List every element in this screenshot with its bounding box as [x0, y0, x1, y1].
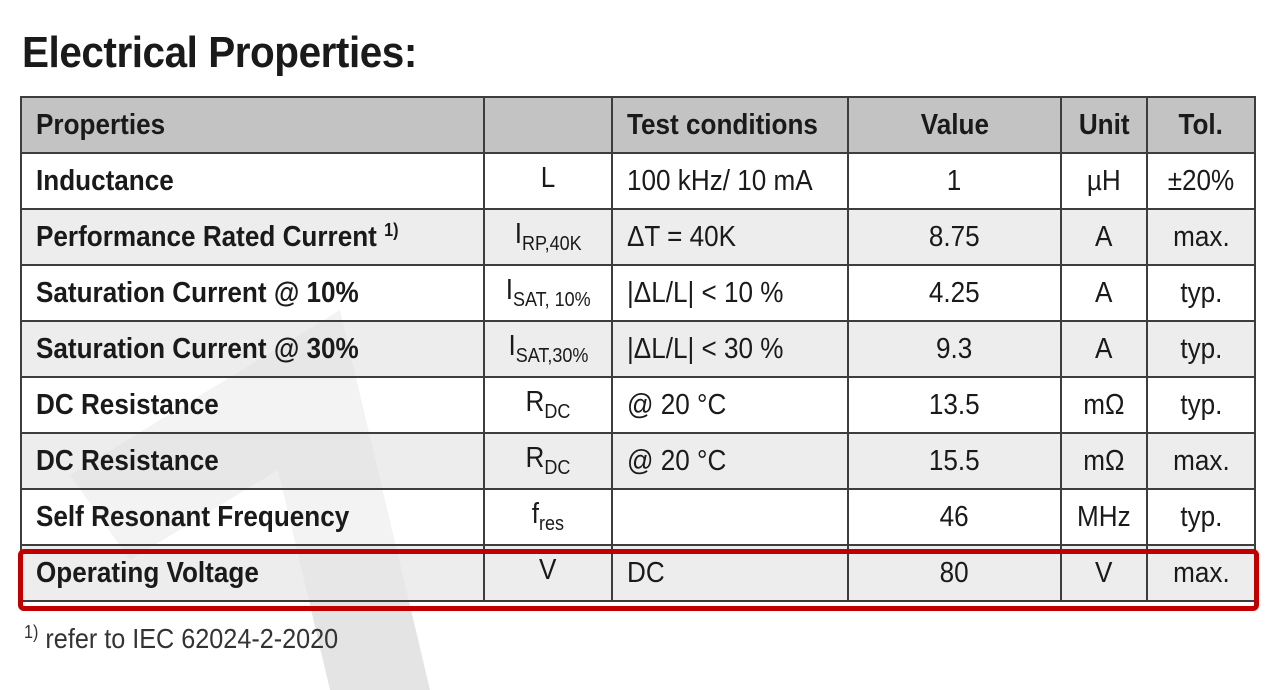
- condition-cell: |ΔL/L| < 30 %: [611, 320, 849, 378]
- condition-cell: ΔT = 40K: [611, 208, 849, 266]
- symbol-cell: RDC: [483, 432, 613, 490]
- unit-cell: A: [1060, 320, 1148, 378]
- condition-cell: [611, 488, 849, 546]
- table-row: Saturation Current @ 10% ISAT, 10% |ΔL/L…: [20, 264, 1256, 322]
- value-cell: 46: [847, 488, 1062, 546]
- tolerance-cell: typ.: [1146, 488, 1256, 546]
- table-row: Self Resonant Frequency fres 46 MHz typ.: [20, 488, 1256, 546]
- symbol-cell: ISAT, 10%: [483, 264, 613, 322]
- header-tolerance: Tol.: [1146, 96, 1256, 154]
- tolerance-cell: ±20%: [1146, 152, 1256, 210]
- header-properties: Properties: [20, 96, 485, 154]
- property-cell: Saturation Current @ 30%: [20, 320, 485, 378]
- property-cell: Inductance: [20, 152, 485, 210]
- header-value: Value: [847, 96, 1062, 154]
- header-unit: Unit: [1060, 96, 1148, 154]
- condition-cell: @ 20 °C: [611, 432, 849, 490]
- condition-cell: |ΔL/L| < 10 %: [611, 264, 849, 322]
- table-header-row: Properties Test conditions Value Unit To…: [20, 96, 1256, 154]
- tolerance-cell: max.: [1146, 544, 1256, 602]
- tolerance-cell: max.: [1146, 432, 1256, 490]
- header-symbol: [483, 96, 613, 154]
- tolerance-cell: typ.: [1146, 264, 1256, 322]
- condition-cell: DC: [611, 544, 849, 602]
- table-row: Performance Rated Current 1) IRP,40K ΔT …: [20, 208, 1256, 266]
- value-cell: 80: [847, 544, 1062, 602]
- condition-cell: 100 kHz/ 10 mA: [611, 152, 849, 210]
- unit-cell: mΩ: [1060, 432, 1148, 490]
- property-cell: DC Resistance: [20, 432, 485, 490]
- unit-cell: A: [1060, 264, 1148, 322]
- table-row: Saturation Current @ 30% ISAT,30% |ΔL/L|…: [20, 320, 1256, 378]
- table-row-operating-voltage: Operating Voltage V DC 80 V max.: [20, 544, 1256, 602]
- value-cell: 9.3: [847, 320, 1062, 378]
- symbol-cell: RDC: [483, 376, 613, 434]
- symbol-cell: V: [483, 544, 613, 602]
- tolerance-cell: typ.: [1146, 320, 1256, 378]
- symbol-cell: L: [483, 152, 613, 210]
- property-cell: DC Resistance: [20, 376, 485, 434]
- table-row: Inductance L 100 kHz/ 10 mA 1 µH ±20%: [20, 152, 1256, 210]
- property-cell: Operating Voltage: [20, 544, 485, 602]
- table-row: DC Resistance RDC @ 20 °C 13.5 mΩ typ.: [20, 376, 1256, 434]
- property-cell: Performance Rated Current 1): [20, 208, 485, 266]
- property-cell: Saturation Current @ 10%: [20, 264, 485, 322]
- footnote-marker: 1): [24, 622, 39, 642]
- unit-cell: µH: [1060, 152, 1148, 210]
- value-cell: 15.5: [847, 432, 1062, 490]
- symbol-cell: ISAT,30%: [483, 320, 613, 378]
- unit-cell: A: [1060, 208, 1148, 266]
- value-cell: 4.25: [847, 264, 1062, 322]
- value-cell: 13.5: [847, 376, 1062, 434]
- header-test-conditions: Test conditions: [611, 96, 849, 154]
- electrical-properties-table: Properties Test conditions Value Unit To…: [20, 96, 1256, 602]
- tolerance-cell: typ.: [1146, 376, 1256, 434]
- footnote-marker: 1): [384, 220, 399, 240]
- symbol-cell: IRP,40K: [483, 208, 613, 266]
- property-cell: Self Resonant Frequency: [20, 488, 485, 546]
- table-row: DC Resistance RDC @ 20 °C 15.5 mΩ max.: [20, 432, 1256, 490]
- tolerance-cell: max.: [1146, 208, 1256, 266]
- symbol-cell: fres: [483, 488, 613, 546]
- footnote: 1) refer to IEC 62024-2-2020: [24, 622, 338, 655]
- page-title: Electrical Properties:: [22, 28, 417, 77]
- condition-cell: @ 20 °C: [611, 376, 849, 434]
- unit-cell: V: [1060, 544, 1148, 602]
- unit-cell: mΩ: [1060, 376, 1148, 434]
- value-cell: 1: [847, 152, 1062, 210]
- footnote-text: refer to IEC 62024-2-2020: [38, 623, 339, 654]
- value-cell: 8.75: [847, 208, 1062, 266]
- unit-cell: MHz: [1060, 488, 1148, 546]
